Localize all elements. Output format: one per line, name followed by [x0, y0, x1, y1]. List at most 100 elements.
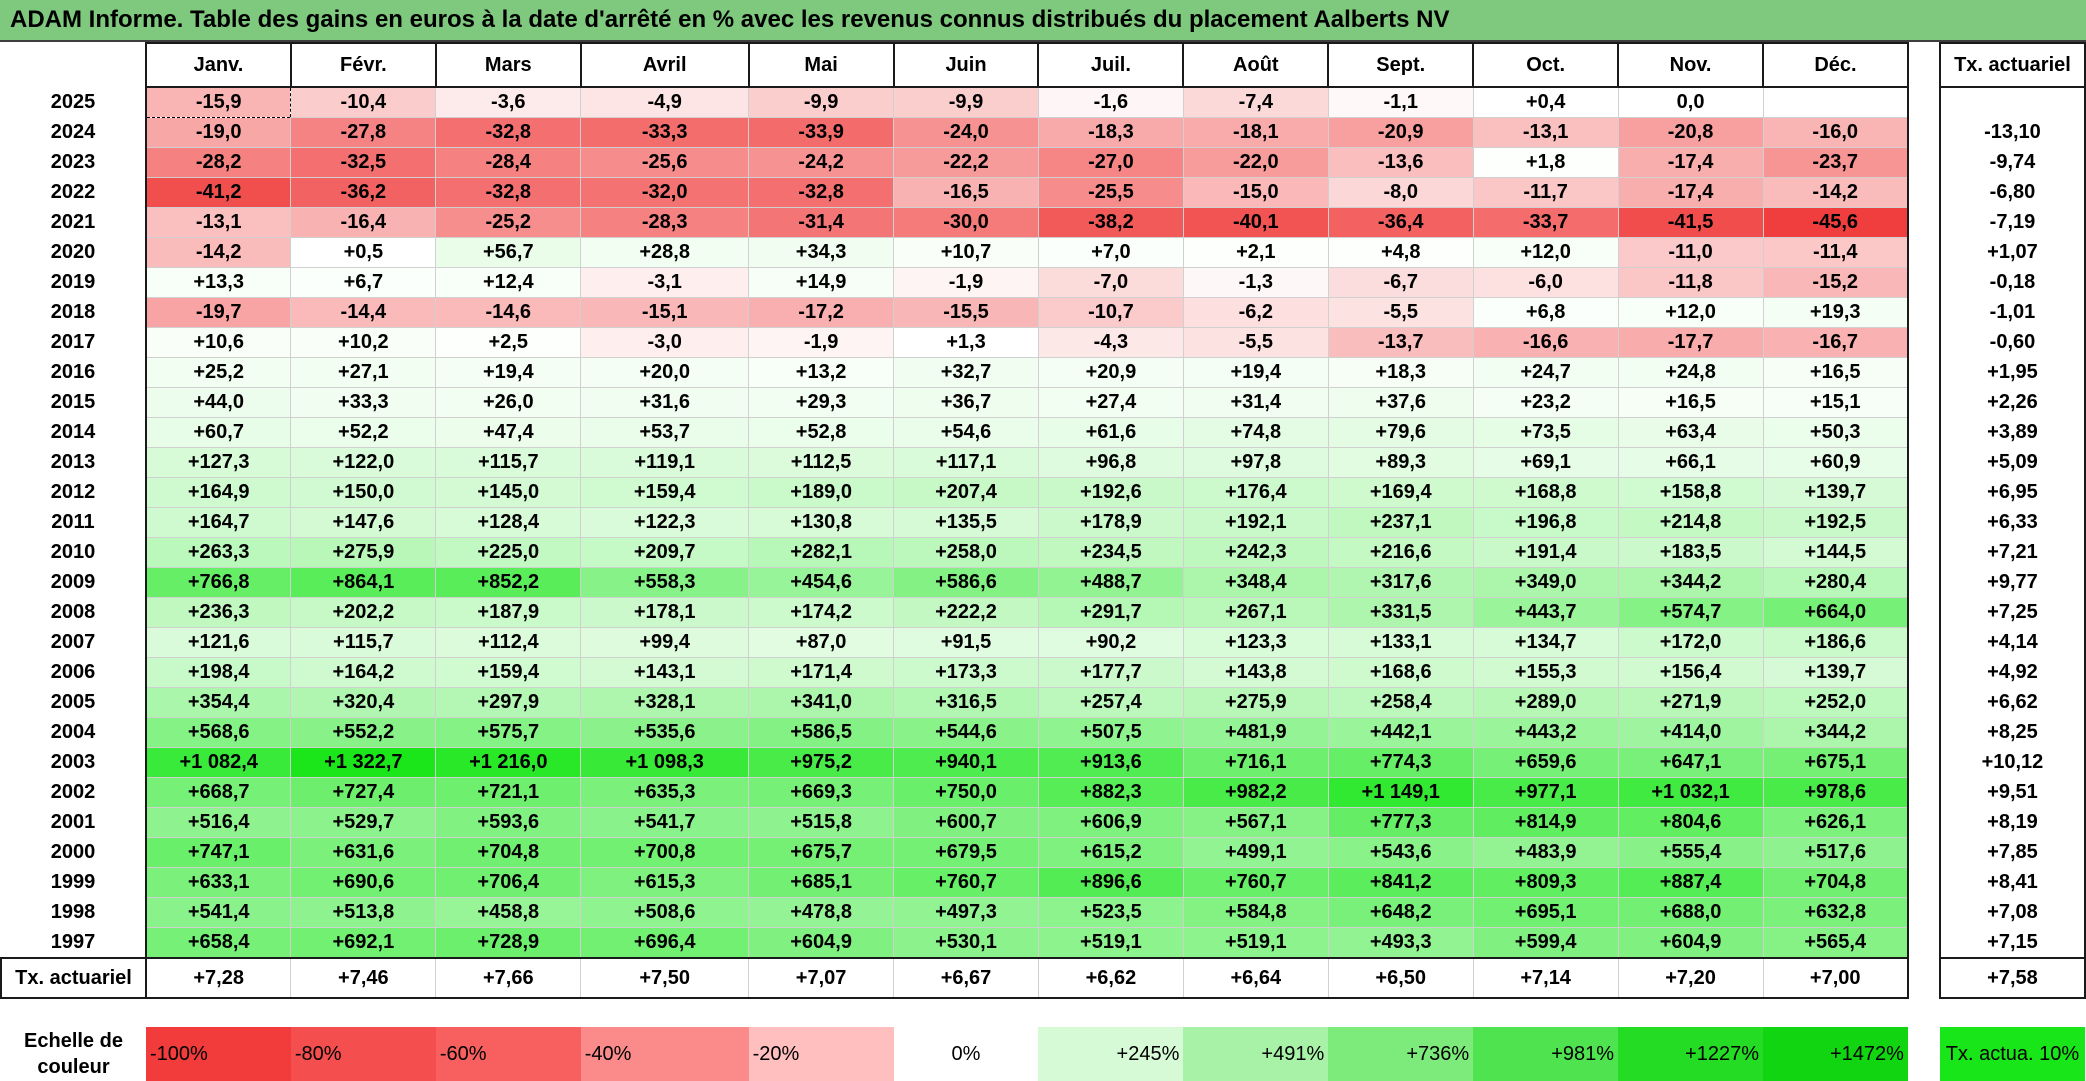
value-cell[interactable]: +115,7 — [435, 447, 582, 478]
value-cell[interactable]: +0,4 — [1473, 86, 1619, 118]
value-cell[interactable]: +692,1 — [290, 927, 437, 959]
value-cell[interactable]: +647,1 — [1618, 747, 1764, 778]
value-cell[interactable]: +169,4 — [1328, 477, 1474, 508]
value-cell[interactable]: +192,5 — [1763, 507, 1909, 538]
value-cell[interactable]: +280,4 — [1763, 567, 1909, 598]
value-cell[interactable]: +2,5 — [435, 327, 582, 358]
value-cell[interactable]: +1 082,4 — [144, 747, 292, 778]
value-cell[interactable]: +1 216,0 — [435, 747, 582, 778]
value-cell[interactable]: -33,7 — [1473, 207, 1619, 238]
value-cell[interactable]: +28,8 — [580, 237, 750, 268]
value-cell[interactable]: +171,4 — [748, 657, 895, 688]
value-cell[interactable]: +159,4 — [580, 477, 750, 508]
value-cell[interactable]: +814,9 — [1473, 807, 1619, 838]
value-cell[interactable]: +79,6 — [1328, 417, 1474, 448]
value-cell[interactable]: +565,4 — [1763, 927, 1909, 959]
value-cell[interactable]: +1,8 — [1473, 147, 1619, 178]
value-cell[interactable]: +147,6 — [290, 507, 437, 538]
value-cell[interactable]: +112,4 — [435, 627, 582, 658]
value-cell[interactable]: +122,3 — [580, 507, 750, 538]
value-cell[interactable]: +128,4 — [435, 507, 582, 538]
value-cell[interactable]: +127,3 — [144, 447, 292, 478]
value-cell[interactable]: -13,1 — [144, 207, 292, 238]
value-cell[interactable]: +615,3 — [580, 867, 750, 898]
value-cell[interactable]: +186,6 — [1763, 627, 1909, 658]
value-cell[interactable]: -25,2 — [435, 207, 582, 238]
value-cell[interactable]: +341,0 — [748, 687, 895, 718]
value-cell[interactable]: -5,5 — [1328, 297, 1474, 328]
value-cell[interactable]: -36,4 — [1328, 207, 1474, 238]
value-cell[interactable]: +44,0 — [144, 387, 292, 418]
value-cell[interactable]: +586,5 — [748, 717, 895, 748]
value-cell[interactable]: +237,1 — [1328, 507, 1474, 538]
value-cell[interactable]: -25,6 — [580, 147, 750, 178]
value-cell[interactable]: +119,1 — [580, 447, 750, 478]
value-cell[interactable]: +202,2 — [290, 597, 437, 628]
value-cell[interactable]: +291,7 — [1038, 597, 1184, 628]
value-cell[interactable]: +648,2 — [1328, 897, 1474, 928]
value-cell[interactable]: +12,0 — [1618, 297, 1764, 328]
value-cell[interactable]: +727,4 — [290, 777, 437, 808]
value-cell[interactable]: +19,4 — [435, 357, 582, 388]
value-cell[interactable]: -13,1 — [1473, 117, 1619, 148]
value-cell[interactable]: +159,4 — [435, 657, 582, 688]
value-cell[interactable]: +626,1 — [1763, 807, 1909, 838]
value-cell[interactable]: +6,8 — [1473, 297, 1619, 328]
value-cell[interactable]: +20,9 — [1038, 357, 1184, 388]
value-cell[interactable]: +90,2 — [1038, 627, 1184, 658]
value-cell[interactable]: +864,1 — [290, 567, 437, 598]
value-cell[interactable]: +552,2 — [290, 717, 437, 748]
value-cell[interactable]: -15,9 — [144, 86, 292, 118]
value-cell[interactable]: +852,2 — [435, 567, 582, 598]
value-cell[interactable]: -16,4 — [290, 207, 437, 238]
value-cell[interactable]: -31,4 — [748, 207, 895, 238]
value-cell[interactable]: -3,6 — [435, 86, 582, 118]
value-cell[interactable]: +4,8 — [1328, 237, 1474, 268]
value-cell[interactable]: +982,2 — [1183, 777, 1329, 808]
value-cell[interactable]: -16,7 — [1763, 327, 1909, 358]
value-cell[interactable]: -16,6 — [1473, 327, 1619, 358]
value-cell[interactable]: +704,8 — [1763, 867, 1909, 898]
value-cell[interactable]: +604,9 — [748, 927, 895, 959]
value-cell[interactable]: +242,3 — [1183, 537, 1329, 568]
value-cell[interactable]: +519,1 — [1038, 927, 1184, 959]
value-cell[interactable]: +50,3 — [1763, 417, 1909, 448]
value-cell[interactable]: +700,8 — [580, 837, 750, 868]
value-cell[interactable]: +174,2 — [748, 597, 895, 628]
value-cell[interactable]: +668,7 — [144, 777, 292, 808]
value-cell[interactable]: +507,5 — [1038, 717, 1184, 748]
value-cell[interactable]: +10,6 — [144, 327, 292, 358]
value-cell[interactable]: +168,8 — [1473, 477, 1619, 508]
value-cell[interactable]: +16,5 — [1763, 357, 1909, 388]
value-cell[interactable]: -1,9 — [748, 327, 895, 358]
value-cell[interactable]: +13,2 — [748, 357, 895, 388]
value-cell[interactable]: -19,7 — [144, 297, 292, 328]
value-cell[interactable]: +599,4 — [1473, 927, 1619, 959]
value-cell[interactable]: -28,3 — [580, 207, 750, 238]
value-cell[interactable]: +13,3 — [144, 267, 292, 298]
value-cell[interactable]: +1 322,7 — [290, 747, 437, 778]
value-cell[interactable]: +27,1 — [290, 357, 437, 388]
value-cell[interactable]: +541,4 — [144, 897, 292, 928]
value-cell[interactable]: +0,5 — [290, 237, 437, 268]
value-cell[interactable]: -10,7 — [1038, 297, 1184, 328]
value-cell[interactable]: +14,9 — [748, 267, 895, 298]
value-cell[interactable]: +6,7 — [290, 267, 437, 298]
value-cell[interactable]: +664,0 — [1763, 597, 1909, 628]
value-cell[interactable]: -19,0 — [144, 117, 292, 148]
value-cell[interactable]: +575,7 — [435, 717, 582, 748]
value-cell[interactable]: +56,7 — [435, 237, 582, 268]
value-cell[interactable]: -7,0 — [1038, 267, 1184, 298]
value-cell[interactable]: +809,3 — [1473, 867, 1619, 898]
value-cell[interactable]: +52,8 — [748, 417, 895, 448]
value-cell[interactable]: +517,6 — [1763, 837, 1909, 868]
value-cell[interactable]: +216,6 — [1328, 537, 1474, 568]
value-cell[interactable]: +97,8 — [1183, 447, 1329, 478]
value-cell[interactable]: +192,6 — [1038, 477, 1184, 508]
value-cell[interactable]: -16,0 — [1763, 117, 1909, 148]
value-cell[interactable]: +61,6 — [1038, 417, 1184, 448]
value-cell[interactable]: +804,6 — [1618, 807, 1764, 838]
value-cell[interactable]: +704,8 — [435, 837, 582, 868]
value-cell[interactable]: +24,7 — [1473, 357, 1619, 388]
value-cell[interactable]: +344,2 — [1763, 717, 1909, 748]
